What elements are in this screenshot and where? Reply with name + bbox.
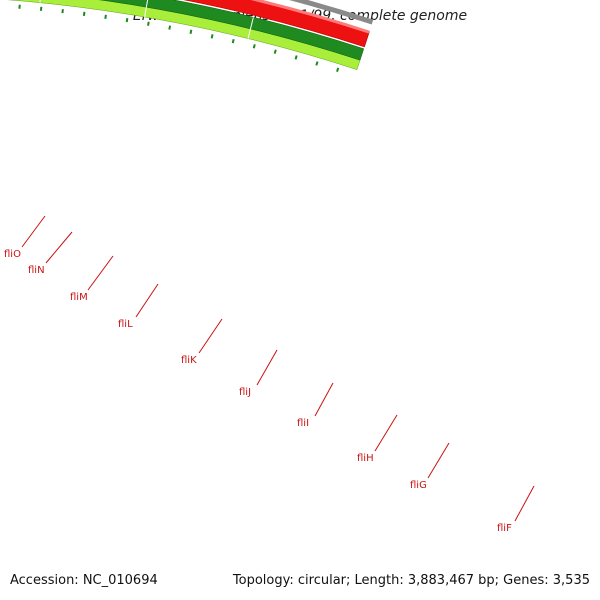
inner-tick bbox=[294, 55, 298, 60]
inner-tick bbox=[104, 14, 107, 19]
inner-tick bbox=[336, 67, 340, 72]
feature-layer bbox=[182, 0, 370, 48]
gene-leader-line bbox=[314, 382, 334, 417]
gene-leader-line bbox=[87, 255, 114, 291]
gene-leader-line bbox=[514, 485, 535, 522]
gene-leader-line bbox=[21, 215, 46, 248]
cds-band-light bbox=[7, 0, 361, 70]
gene-leader-line bbox=[374, 414, 398, 452]
inner-tick bbox=[168, 25, 172, 30]
gene-leader-line bbox=[135, 283, 159, 318]
cds-layer bbox=[7, 0, 365, 72]
gene-leader-line bbox=[256, 349, 278, 386]
gene-label-fliM: fliM bbox=[70, 292, 88, 303]
inner-tick bbox=[125, 17, 129, 23]
cds-boundary bbox=[247, 17, 254, 39]
inner-tick bbox=[189, 29, 193, 34]
genome-summary: Topology: circular; Length: 3,883,467 bp… bbox=[232, 573, 590, 588]
gene-label-fliG: fliG bbox=[410, 480, 427, 491]
gene-label-fliL: fliL bbox=[118, 319, 133, 330]
cds-band-dark bbox=[98, 0, 365, 61]
gene-leader-line bbox=[198, 318, 223, 354]
inner-tick bbox=[147, 21, 150, 26]
gene-label-fliH: fliH bbox=[357, 453, 374, 464]
gene-label-layer: fliO fliN fliM fliL fliK fliJ fliI fliH fliG fliF bbox=[4, 215, 535, 534]
inner-tick bbox=[252, 44, 256, 49]
gene-label-fliO: fliO bbox=[4, 249, 21, 260]
inner-tick bbox=[231, 38, 235, 44]
gene-leader-line bbox=[427, 442, 450, 479]
gene-label-fliJ: fliJ bbox=[239, 387, 251, 398]
gene-label-fliN: fliN bbox=[28, 265, 45, 276]
cds-boundary bbox=[144, 0, 149, 18]
feature-arrow bbox=[182, 0, 370, 48]
gene-label-fliK: fliK bbox=[181, 355, 197, 366]
inner-tick bbox=[273, 49, 277, 54]
inner-tick bbox=[315, 61, 319, 66]
gene-leader-line bbox=[45, 231, 73, 264]
gene-label-fliI: fliI bbox=[297, 418, 309, 429]
inner-tick bbox=[82, 11, 86, 16]
accession-label: Accession: NC_010694 bbox=[10, 573, 158, 588]
gene-label-fliF: fliF bbox=[497, 523, 512, 534]
inner-tick bbox=[210, 34, 214, 39]
